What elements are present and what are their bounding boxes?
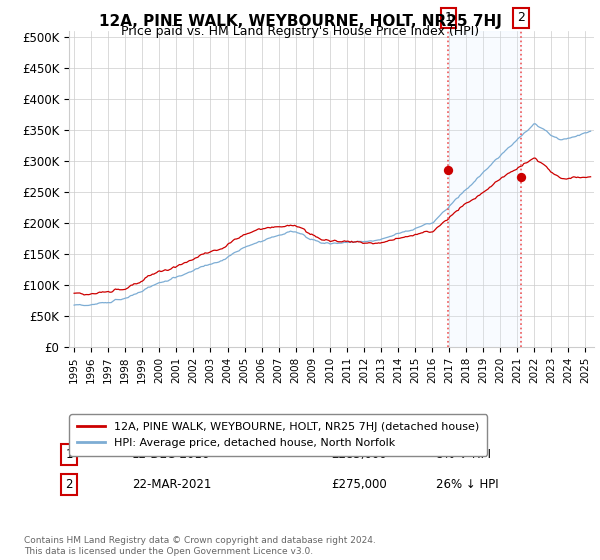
Text: 1: 1 [445,11,452,25]
Text: 2: 2 [517,11,525,25]
Legend: 12A, PINE WALK, WEYBOURNE, HOLT, NR25 7HJ (detached house), HPI: Average price, : 12A, PINE WALK, WEYBOURNE, HOLT, NR25 7H… [70,414,487,456]
Text: 26% ↓ HPI: 26% ↓ HPI [437,478,499,491]
Text: 12-DEC-2016: 12-DEC-2016 [132,448,211,461]
Point [516,172,526,181]
Text: £275,000: £275,000 [331,478,387,491]
Text: £285,000: £285,000 [331,448,387,461]
Text: 8% ↓ HPI: 8% ↓ HPI [437,448,491,461]
Point [443,166,453,175]
Bar [448,31,521,347]
Text: Price paid vs. HM Land Registry's House Price Index (HPI): Price paid vs. HM Land Registry's House … [121,25,479,38]
Text: 2: 2 [65,478,73,491]
Text: 1: 1 [65,448,73,461]
Text: 22-MAR-2021: 22-MAR-2021 [132,478,211,491]
Text: 12A, PINE WALK, WEYBOURNE, HOLT, NR25 7HJ: 12A, PINE WALK, WEYBOURNE, HOLT, NR25 7H… [98,14,502,29]
Text: Contains HM Land Registry data © Crown copyright and database right 2024.
This d: Contains HM Land Registry data © Crown c… [24,536,376,556]
